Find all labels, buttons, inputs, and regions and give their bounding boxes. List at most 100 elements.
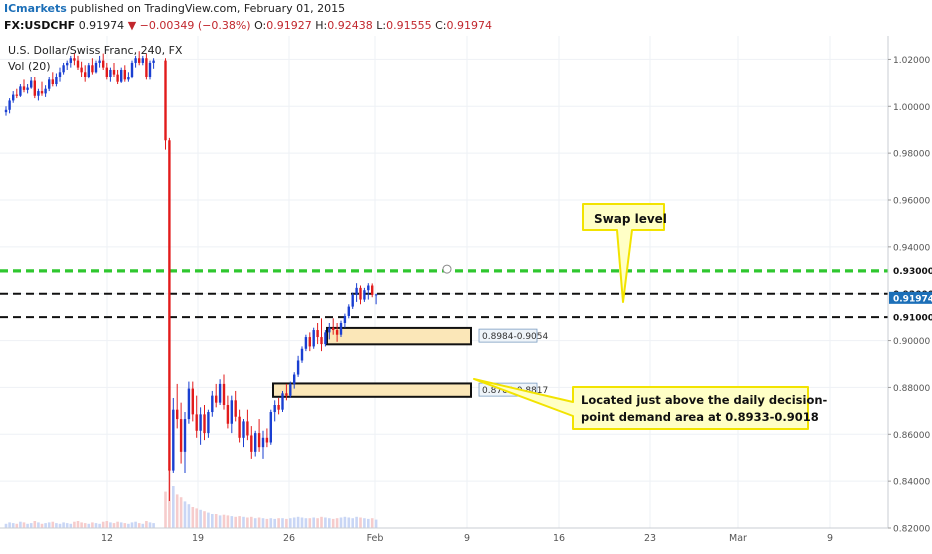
level-badge: 0.91000 (893, 314, 932, 324)
demand-zone (272, 382, 472, 398)
axis-tick-label: 0.98000 (893, 150, 930, 160)
volume-bar (324, 517, 327, 528)
candle-body (127, 77, 130, 80)
volume-bar (87, 523, 91, 528)
candle-body (4, 109, 8, 113)
candle-body (55, 77, 58, 85)
volume-bar (141, 523, 145, 528)
volume-bar (47, 522, 51, 528)
volume-bar (351, 518, 354, 528)
candle-body (76, 60, 80, 68)
candle-body (183, 419, 187, 452)
volume-bar (137, 523, 141, 528)
volume-bar (123, 523, 127, 528)
zone-label: 0.8984-0.9054 (482, 332, 549, 342)
low-value: 0.91555 (386, 19, 432, 32)
volume-bar (300, 517, 304, 528)
volume-bar (238, 516, 241, 528)
candle-body (289, 383, 292, 396)
candle-body (148, 62, 152, 77)
publish-line: ICmarkets published on TradingView.com, … (4, 2, 345, 15)
chart-area[interactable]: 0.8984-0.90540.8760-0.8817 Swap levelLoc… (0, 36, 932, 550)
open-label: O: (254, 19, 267, 32)
volume-bar (207, 512, 210, 528)
volume-bar (112, 523, 116, 528)
candle-body (312, 330, 315, 347)
author-link[interactable]: ICmarkets (4, 2, 67, 15)
volume-bar (250, 516, 253, 528)
candle-body (355, 287, 358, 295)
candle-body (109, 69, 112, 77)
swap-level-callout: Swap level (582, 203, 667, 303)
volume-bar (172, 486, 175, 528)
volume-bar (191, 507, 195, 528)
candle-body (199, 414, 202, 431)
candle-body (203, 414, 206, 434)
volume-bar (134, 521, 137, 528)
candle-body (230, 400, 233, 424)
plot-background (0, 36, 888, 528)
volume-bar (130, 522, 134, 528)
candle-body (296, 360, 300, 375)
volume-bar (281, 518, 284, 528)
ohlc-line: FX:USDCHF 0.91974 ▼ −0.00349 (−0.38%) O:… (4, 19, 492, 32)
candle-body (40, 91, 44, 94)
level-badge: 0.93000 (893, 267, 932, 277)
candle-body (191, 388, 194, 415)
candle-body (277, 405, 280, 410)
candle-body (293, 374, 296, 384)
candle-body (37, 91, 40, 96)
volume-bar (69, 523, 73, 528)
price-chart[interactable]: 0.8984-0.90540.8760-0.8817 Swap levelLoc… (0, 36, 932, 550)
candle-body (116, 74, 119, 82)
volume-bar (94, 523, 98, 528)
annotations: Swap level Located just above the daily d… (473, 203, 828, 430)
volume-bar (277, 518, 280, 528)
candle-body (257, 433, 261, 448)
candle-body (316, 330, 319, 338)
candle-body (26, 87, 29, 90)
candle-body (242, 421, 245, 438)
candle-body (134, 58, 137, 63)
open-value: 0.91927 (266, 19, 312, 32)
demand-zone (326, 326, 472, 346)
candle-body (347, 306, 350, 316)
volume-bar (265, 518, 269, 528)
time-tick-label: 19 (192, 533, 204, 544)
candle-body (285, 393, 288, 396)
candle-body (138, 58, 141, 63)
callout-text-line-2: point demand area at 0.8933-0.9018 (581, 410, 819, 424)
candle-body (176, 409, 179, 420)
callout-text-line-1: Located just above the daily decision- (581, 393, 828, 407)
candle-body (19, 86, 22, 96)
volume-bar (11, 523, 15, 528)
symbol-label[interactable]: FX:USDCHF (4, 19, 76, 32)
candle-body (320, 337, 323, 345)
candle-body (281, 393, 284, 410)
volume-bar (261, 518, 265, 528)
candle-body (105, 67, 108, 77)
time-tick-label: 26 (283, 533, 295, 544)
candle-body (273, 405, 276, 413)
candle-body (254, 433, 257, 452)
volume-bar (62, 522, 65, 528)
volume-bar (308, 518, 312, 528)
candle-body (218, 383, 222, 403)
time-tick-label: 23 (644, 533, 656, 544)
grid (0, 36, 888, 529)
candle-body (87, 65, 90, 77)
candle-body (269, 412, 272, 443)
axis-tick-label: 0.94000 (893, 243, 930, 253)
volume-bar (164, 491, 167, 528)
axis-tick-label: 0.96000 (893, 197, 930, 207)
candle-body (152, 60, 155, 63)
volume-bar (312, 517, 315, 528)
candle-body (324, 332, 327, 345)
candle-body (363, 290, 366, 300)
chart-title: U.S. Dollar/Swiss Franc, 240, FX (8, 44, 183, 57)
candle-body (359, 287, 362, 300)
candle-body (234, 400, 237, 417)
volume-bar (242, 516, 245, 528)
candle-body (179, 419, 183, 452)
candle-body (187, 388, 191, 420)
